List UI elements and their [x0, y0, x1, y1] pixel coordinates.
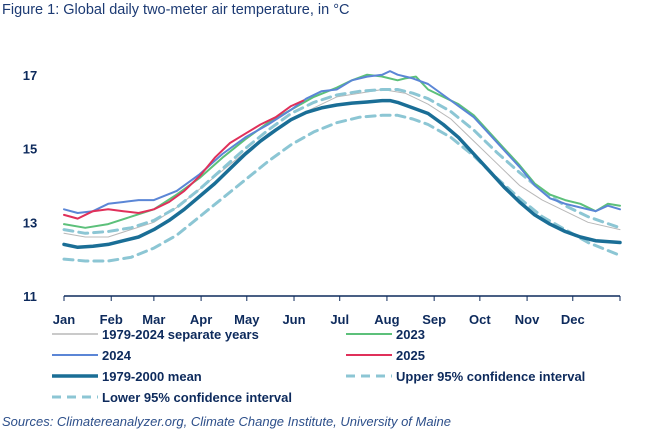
legend-label-2025: 2025 [396, 348, 425, 363]
series-line-upper-95-confidence-interval [62, 88, 622, 235]
x-tick-label: Sep [422, 312, 446, 327]
x-tick-label: Aug [374, 312, 399, 327]
x-tick-label: Jan [53, 312, 75, 327]
series-line-2023 [63, 73, 621, 229]
legend: 1979-2024 separate years 2023 2024 2025 1979… [52, 327, 585, 405]
y-tick-label: 11 [23, 289, 37, 304]
x-tick-label: Apr [190, 312, 212, 327]
series-line-lower-95-confidence-interval [62, 113, 622, 263]
legend-label-1979-2000-mean: 1979-2000 mean [102, 369, 202, 384]
x-tick-label: Feb [100, 312, 123, 327]
x-tick-label: Dec [561, 312, 585, 327]
series-line-2025 [63, 99, 305, 220]
x-tick-label: Oct [469, 312, 491, 327]
legend-label-lower-95-confidence-interval: Lower 95% confidence interval [102, 390, 292, 405]
y-tick-label: 15 [23, 142, 37, 157]
x-tick-label: Jul [330, 312, 349, 327]
series-lines [62, 70, 622, 263]
x-tick-label: Jun [282, 312, 305, 327]
legend-label-2024: 2024 [102, 348, 132, 363]
x-axis: Jan Feb Mar Apr May Jun Jul Aug Sep Oct Nov Dec [53, 295, 621, 327]
series-line-1979-2024-separate-years [63, 89, 621, 238]
x-tick-label: Mar [142, 312, 165, 327]
series-line-2024 [63, 70, 621, 214]
x-tick-label: May [234, 312, 260, 327]
y-tick-label: 13 [23, 215, 37, 230]
legend-label-1979-2024-separate-years: 1979-2024 separate years [102, 327, 259, 342]
y-tick-label: 17 [23, 68, 37, 83]
y-axis-ticks: 11 13 15 17 [23, 68, 37, 304]
x-tick-label: Nov [515, 312, 540, 327]
source-note: Sources: Climatereanalyzer.org, Climate … [2, 414, 451, 429]
legend-label-2023: 2023 [396, 327, 425, 342]
legend-label-upper-95-confidence-interval: Upper 95% confidence interval [396, 369, 585, 384]
chart-title: Figure 1: Global daily two-meter air tem… [2, 2, 350, 18]
series-line-1979-2000-mean [62, 98, 622, 250]
